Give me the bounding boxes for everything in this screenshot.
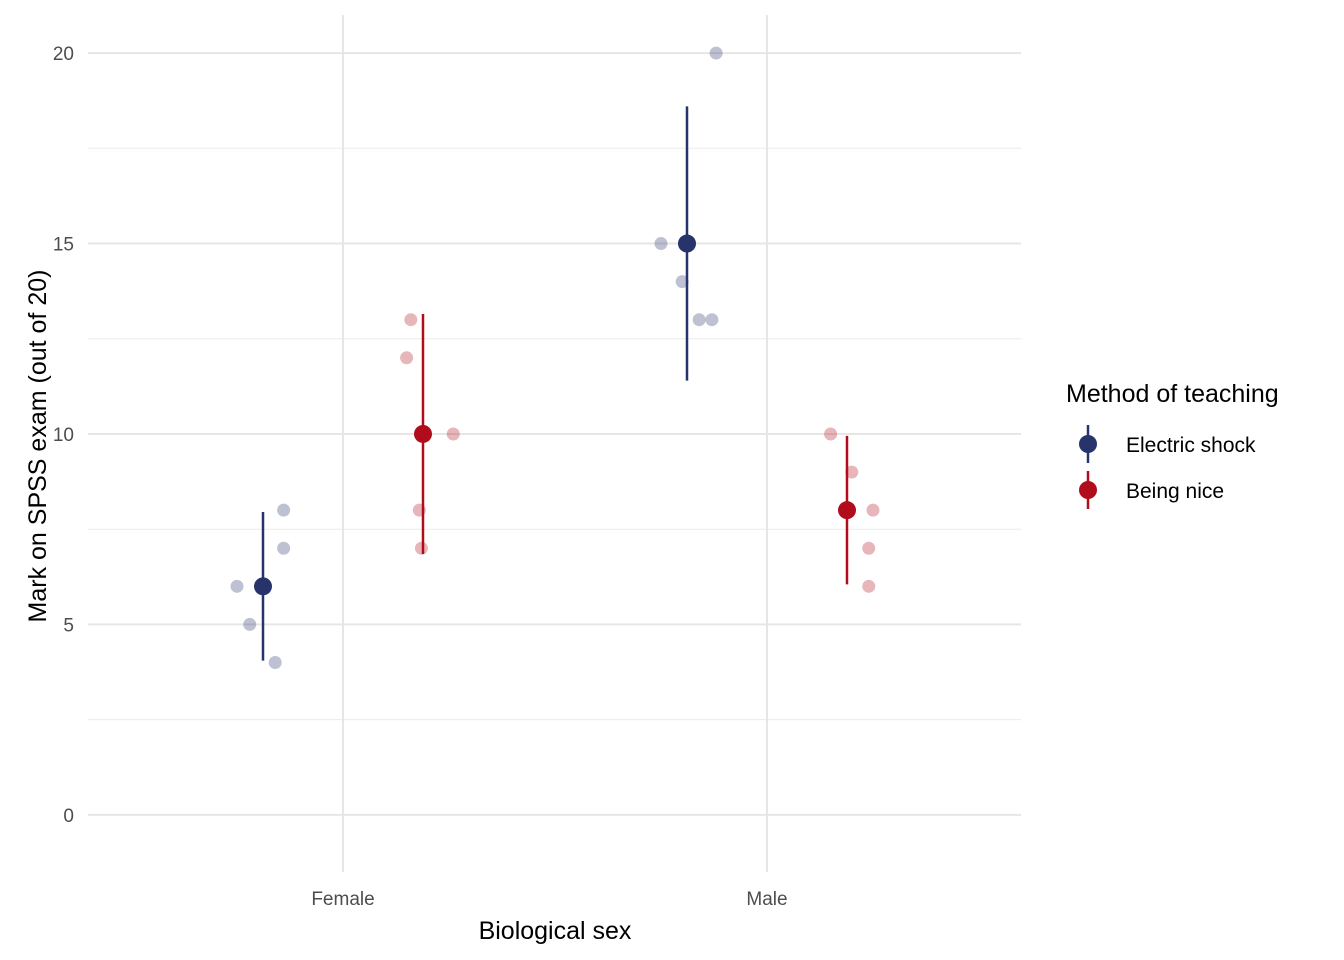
data-point bbox=[709, 46, 723, 60]
y-axis-ticks: 0 5 10 15 20 bbox=[53, 44, 74, 827]
legend-key-point bbox=[1079, 435, 1097, 453]
data-point bbox=[824, 427, 838, 441]
data-point bbox=[862, 579, 876, 593]
mean-point bbox=[414, 424, 432, 443]
y-tick-label: 0 bbox=[63, 806, 74, 827]
summary-marks bbox=[254, 106, 856, 661]
legend-title: Method of teaching bbox=[1066, 380, 1279, 408]
x-axis-ticks: Female Male bbox=[311, 889, 787, 910]
y-tick-label: 15 bbox=[53, 235, 74, 256]
legend: Method of teaching Electric shock Being n… bbox=[1066, 380, 1279, 509]
y-tick-label: 5 bbox=[63, 615, 74, 636]
data-point bbox=[446, 427, 460, 441]
legend-key-point bbox=[1079, 481, 1097, 499]
x-tick-label: Female bbox=[311, 889, 374, 910]
x-axis-title: Biological sex bbox=[479, 917, 632, 945]
data-point bbox=[277, 503, 291, 517]
y-tick-label: 10 bbox=[53, 425, 74, 446]
data-point bbox=[692, 313, 706, 327]
data-point bbox=[400, 351, 414, 365]
raw-points bbox=[230, 46, 880, 670]
y-axis-title: Mark on SPSS exam (out of 20) bbox=[24, 270, 52, 623]
data-point bbox=[230, 579, 244, 593]
legend-label: Being nice bbox=[1126, 480, 1224, 503]
data-point bbox=[268, 656, 282, 670]
mean-point bbox=[838, 501, 856, 520]
grid-layer bbox=[88, 15, 1021, 872]
data-point bbox=[414, 541, 428, 555]
data-point bbox=[675, 275, 689, 289]
data-point bbox=[654, 237, 668, 251]
x-tick-label: Male bbox=[746, 889, 787, 910]
data-point bbox=[243, 617, 257, 631]
mean-point bbox=[254, 577, 272, 596]
data-point bbox=[277, 541, 291, 555]
legend-items: Electric shock Being nice bbox=[1079, 425, 1256, 509]
legend-label: Electric shock bbox=[1126, 434, 1256, 457]
data-point bbox=[862, 541, 876, 555]
data-point bbox=[705, 313, 719, 327]
y-tick-label: 20 bbox=[53, 44, 74, 65]
data-point bbox=[404, 313, 418, 327]
mean-point bbox=[678, 234, 696, 253]
data-point bbox=[845, 465, 859, 479]
data-point bbox=[866, 503, 880, 517]
